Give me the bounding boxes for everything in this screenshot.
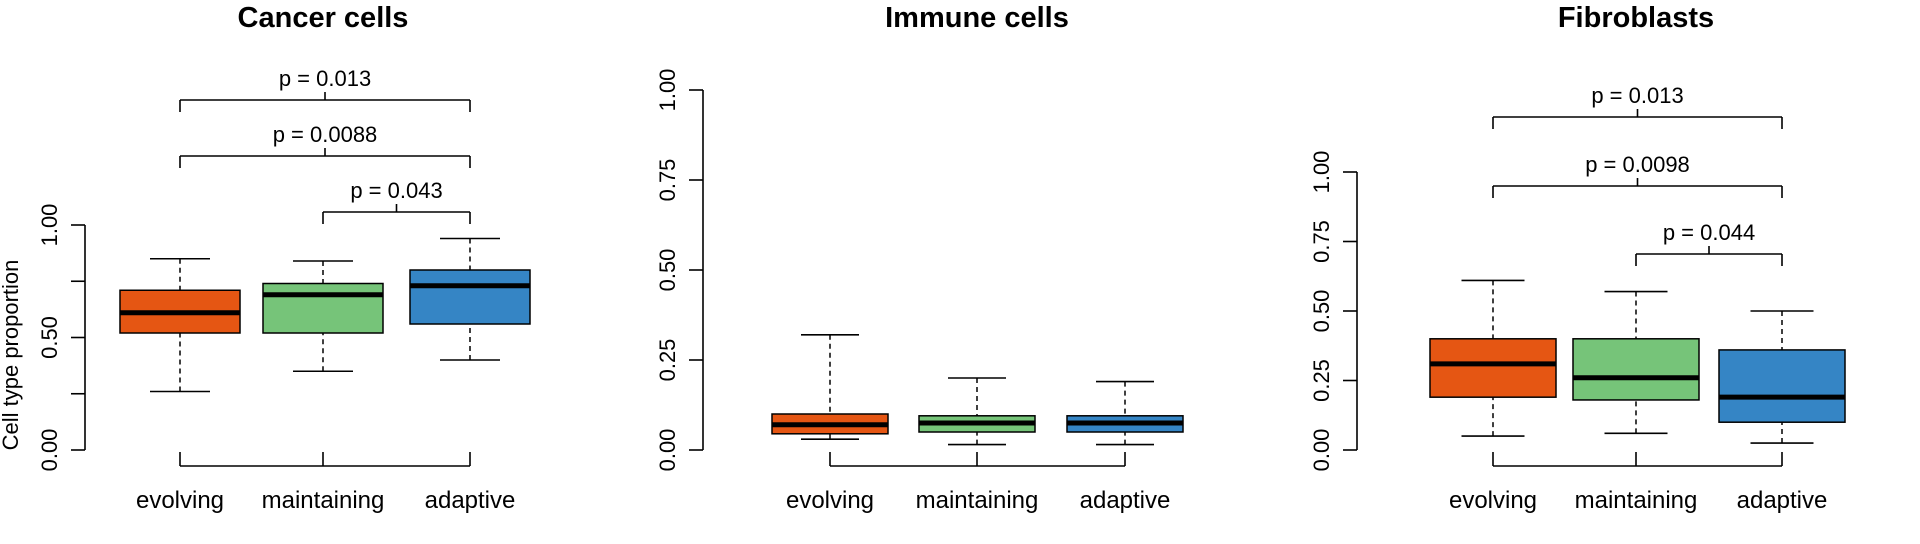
box-body bbox=[409, 269, 531, 325]
significance-bracket: p = 0.0088 bbox=[179, 122, 471, 168]
y-tick-label: 0.00 bbox=[655, 429, 680, 472]
x-tick-label: evolving bbox=[786, 487, 874, 514]
box-maintaining bbox=[262, 260, 384, 373]
box-maintaining bbox=[1572, 290, 1700, 435]
y-tick-label: 0.00 bbox=[1309, 429, 1334, 472]
box-evolving bbox=[1429, 279, 1557, 437]
p-value-label: p = 0.0098 bbox=[1585, 152, 1690, 177]
y-tick-label: 1.00 bbox=[1309, 151, 1334, 194]
y-tick-label: 0.25 bbox=[1309, 359, 1334, 402]
panel-title: Fibroblasts bbox=[1558, 2, 1714, 34]
x-tick-label: maintaining bbox=[1575, 487, 1698, 514]
box-evolving bbox=[771, 333, 889, 441]
y-tick-label: 0.50 bbox=[1309, 290, 1334, 333]
significance-bracket: p = 0.044 bbox=[1635, 220, 1783, 266]
box-body bbox=[1572, 338, 1700, 401]
y-tick-label: 0.50 bbox=[655, 249, 680, 292]
box-adaptive bbox=[1066, 380, 1184, 446]
x-tick-label: evolving bbox=[136, 487, 224, 514]
significance-bracket: p = 0.013 bbox=[1492, 83, 1783, 129]
y-tick-label: 0.75 bbox=[1309, 220, 1334, 263]
x-tick-label: maintaining bbox=[262, 487, 385, 514]
box-evolving bbox=[119, 257, 241, 393]
significance-bracket: p = 0.013 bbox=[179, 66, 471, 112]
y-tick-label: 0.75 bbox=[655, 159, 680, 202]
box-body bbox=[262, 282, 384, 334]
y-tick-label: 1.00 bbox=[655, 69, 680, 112]
panel-immune-cells: Immune cells 0.00 0.25 0.50 0.75 1.00 evolving… bbox=[655, 2, 1184, 514]
y-tick-label: 0.50 bbox=[37, 316, 62, 359]
panel-title: Cancer cells bbox=[238, 2, 409, 34]
y-tick-label: 0.25 bbox=[655, 339, 680, 382]
box-adaptive bbox=[1718, 310, 1846, 444]
p-value-label: p = 0.013 bbox=[1591, 83, 1683, 108]
y-axis-label: Cell type proportion bbox=[0, 260, 23, 451]
box-maintaining bbox=[918, 377, 1036, 446]
box-body bbox=[1718, 349, 1846, 423]
panel-cancer-cells: Cancer cells 0.00 0.50 1.00 evolving maintain… bbox=[37, 2, 531, 514]
p-value-label: p = 0.0088 bbox=[273, 122, 378, 147]
y-tick-label: 1.00 bbox=[37, 204, 62, 247]
panel-title: Immune cells bbox=[885, 2, 1069, 34]
box-adaptive bbox=[409, 237, 531, 361]
box-body bbox=[1429, 338, 1557, 398]
p-value-label: p = 0.044 bbox=[1663, 220, 1755, 245]
p-value-label: p = 0.013 bbox=[279, 66, 371, 91]
x-tick-label: maintaining bbox=[916, 487, 1039, 514]
significance-bracket: p = 0.043 bbox=[322, 178, 471, 224]
y-tick-label: 0.00 bbox=[37, 429, 62, 472]
panel-fibroblasts: Fibroblasts 0.00 0.25 0.50 0.75 1.00 evolving m… bbox=[1309, 2, 1846, 514]
x-tick-label: adaptive bbox=[1080, 487, 1171, 514]
significance-bracket: p = 0.0098 bbox=[1492, 152, 1783, 198]
p-value-label: p = 0.043 bbox=[350, 178, 442, 203]
x-tick-label: adaptive bbox=[1737, 487, 1828, 514]
x-tick-label: evolving bbox=[1449, 487, 1537, 514]
x-tick-label: adaptive bbox=[425, 487, 516, 514]
